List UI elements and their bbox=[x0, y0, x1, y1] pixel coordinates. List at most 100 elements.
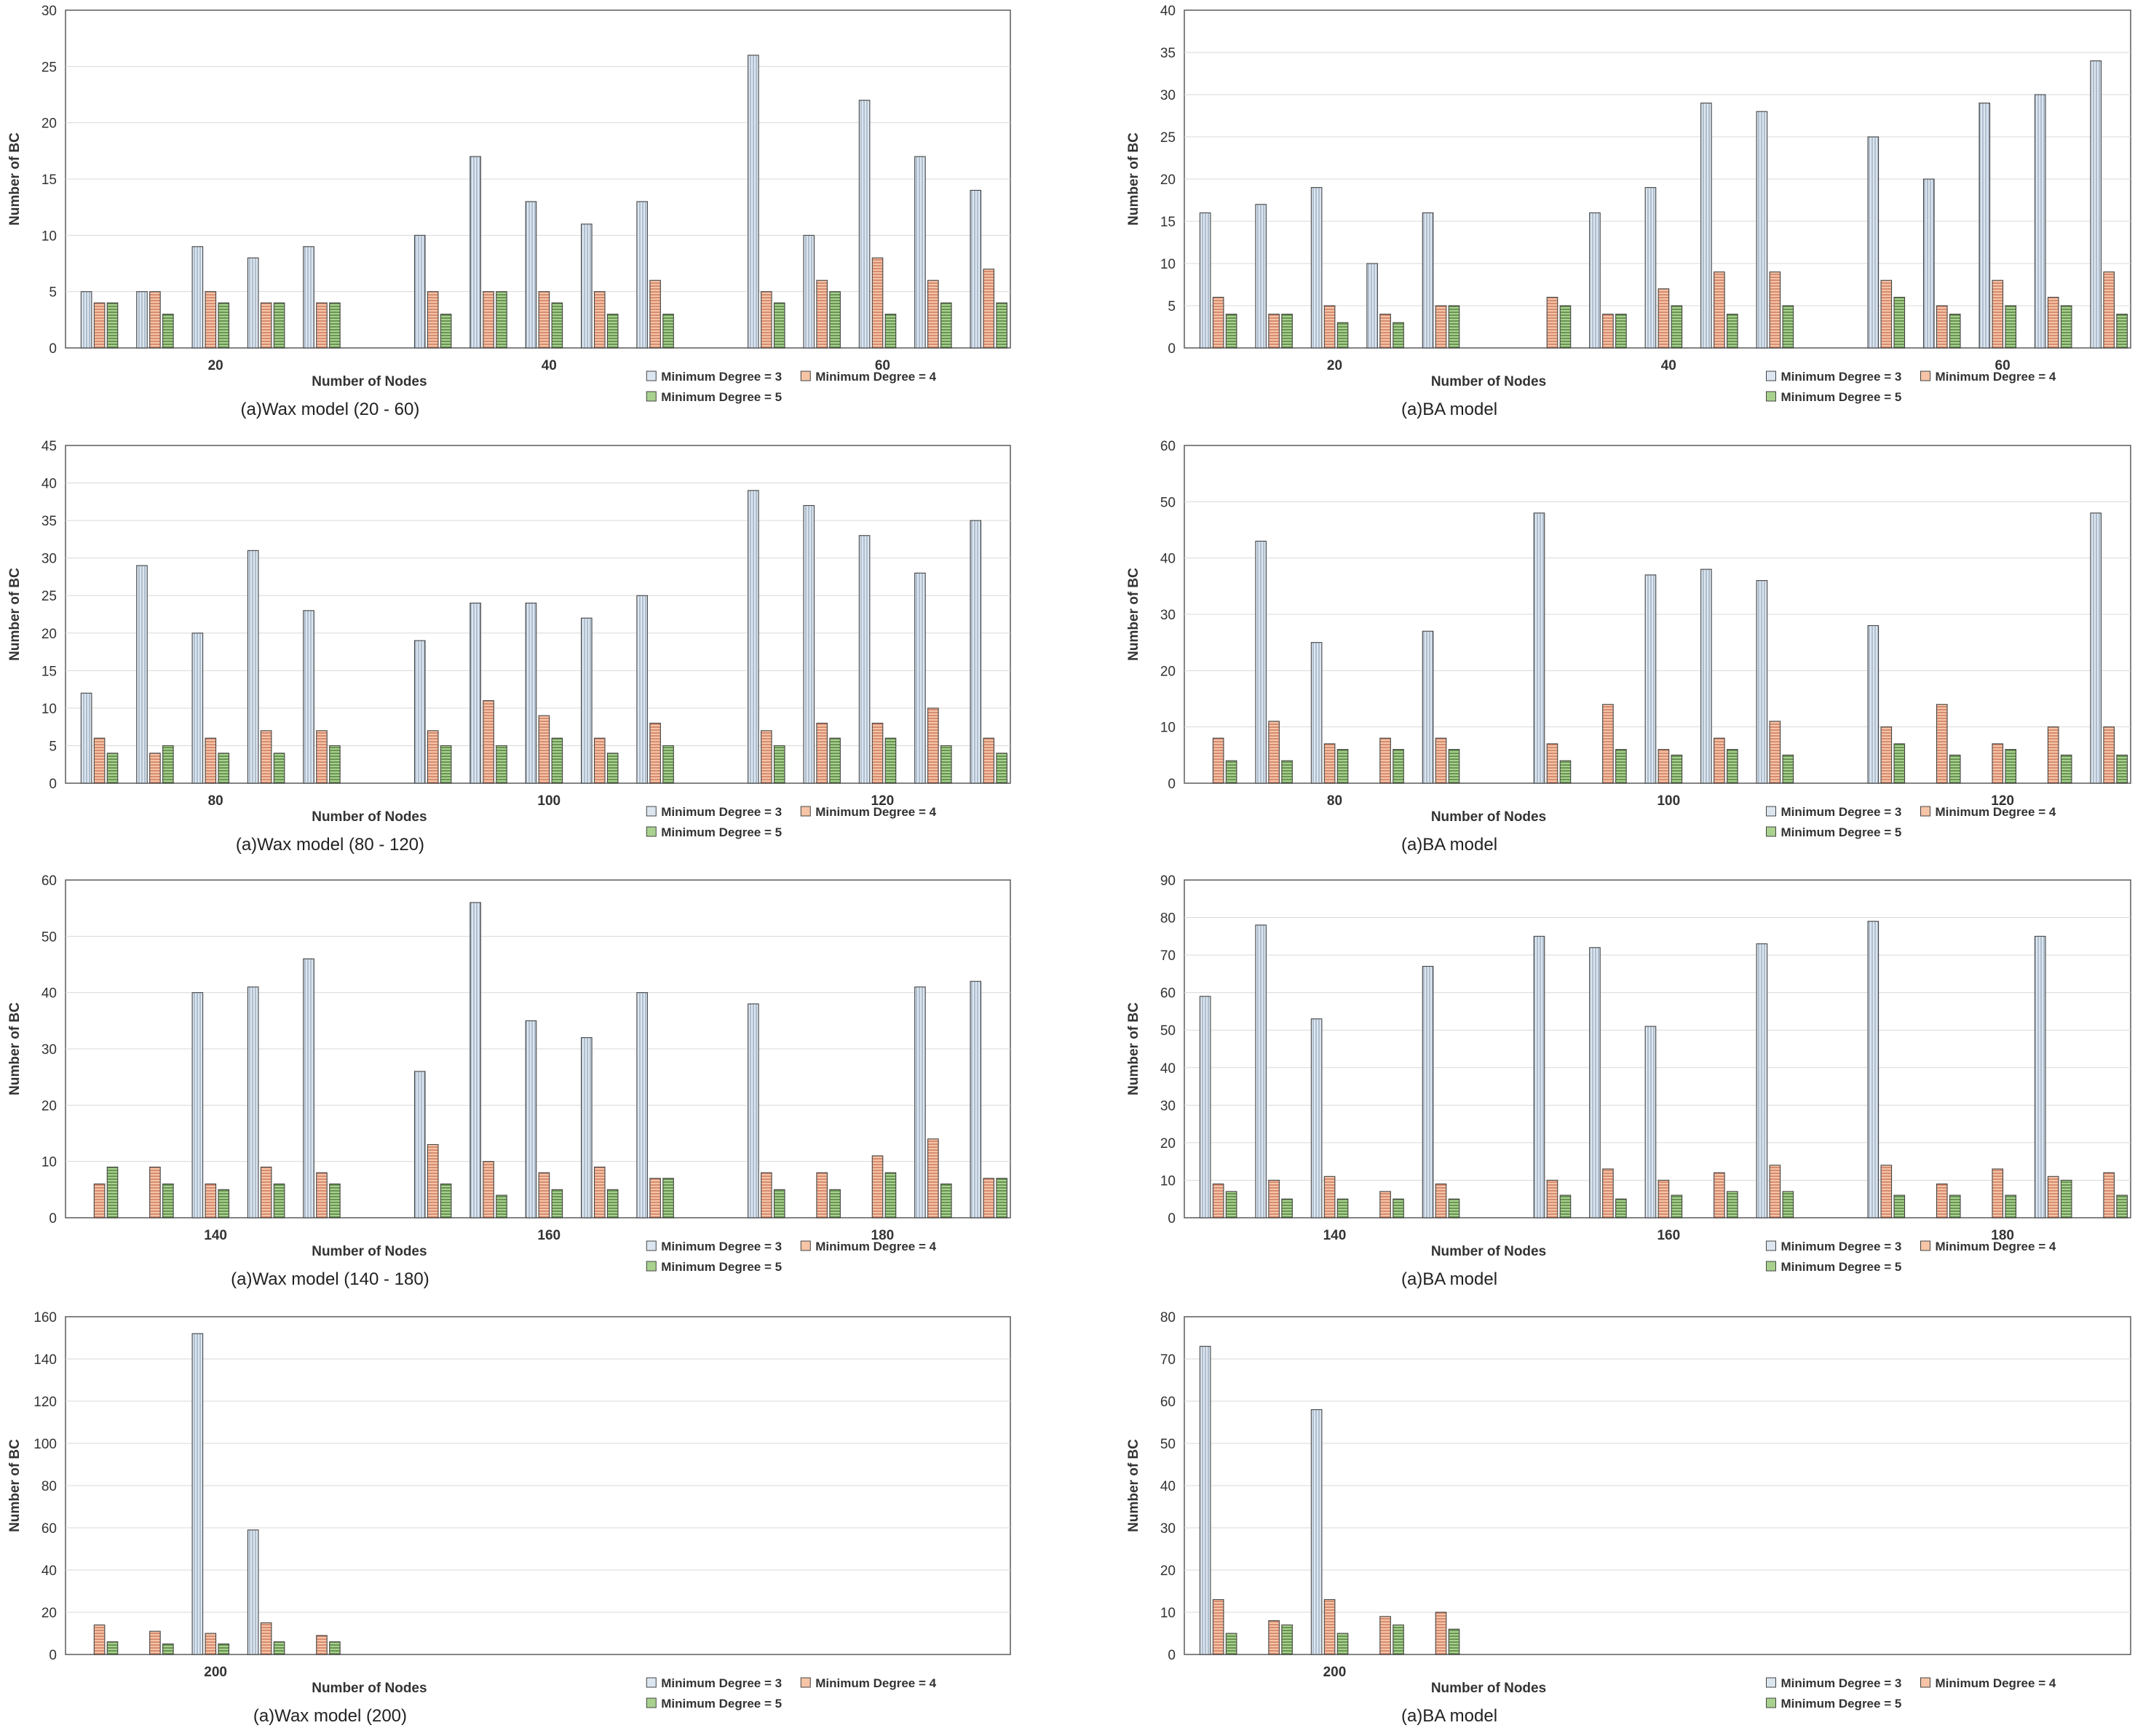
bar-20-5-s2 bbox=[1435, 305, 1447, 349]
bar-200-1-s3 bbox=[106, 1641, 119, 1655]
y-tick-label: 5 bbox=[49, 285, 57, 301]
bar-180-1-s1 bbox=[1867, 921, 1879, 1218]
bar-100-2-s2 bbox=[1602, 704, 1614, 784]
bar-60-5-s3 bbox=[2116, 314, 2128, 349]
bar-120-2-s2 bbox=[1936, 704, 1948, 784]
bar-200-2-s3 bbox=[1281, 1624, 1293, 1655]
bar-60-2-s1 bbox=[803, 234, 815, 349]
bar-160-2-s3 bbox=[1615, 1198, 1627, 1218]
bar-80-2-s3 bbox=[162, 745, 174, 784]
legend-swatch-s3 bbox=[646, 1261, 657, 1272]
bar-120-5-s2 bbox=[983, 737, 995, 784]
bar-60-1-s2 bbox=[761, 291, 772, 349]
bar-80-4-s3 bbox=[1393, 749, 1404, 784]
bar-160-3-s2 bbox=[538, 1172, 550, 1218]
legend-swatch-s1 bbox=[1766, 806, 1776, 817]
bar-120-1-s2 bbox=[1880, 726, 1893, 784]
bar-160-3-s2 bbox=[1657, 1179, 1670, 1218]
bar-40-4-s3 bbox=[1727, 314, 1738, 349]
bar-120-3-s3 bbox=[884, 737, 897, 784]
bar-60-4-s2 bbox=[2047, 296, 2059, 349]
bar-80-2-s2 bbox=[1268, 721, 1280, 784]
bar-100-2-s3 bbox=[496, 745, 507, 784]
bar-180-4-s3 bbox=[940, 1184, 952, 1218]
bar-40-5-s3 bbox=[1782, 305, 1794, 349]
legend-label: Minimum Degree = 5 bbox=[1781, 825, 1902, 839]
y-tick-label: 20 bbox=[41, 1098, 57, 1114]
bar-100-2-s2 bbox=[483, 700, 494, 784]
bar-20-5-s1 bbox=[1422, 212, 1434, 349]
bar-100-1-s2 bbox=[1546, 743, 1558, 784]
bar-20-5-s3 bbox=[1448, 305, 1460, 349]
bar-80-3-s2 bbox=[205, 737, 217, 784]
y-tick-label: 30 bbox=[41, 4, 57, 19]
bar-200-2-s2 bbox=[149, 1630, 161, 1655]
y-tick-label: 40 bbox=[1160, 4, 1176, 19]
bar-80-4-s2 bbox=[1379, 737, 1391, 784]
bar-20-1-s1 bbox=[1199, 212, 1211, 349]
y-axis-label: Number of BC bbox=[1126, 132, 1141, 226]
bar-200-4-s2 bbox=[1379, 1616, 1391, 1655]
y-axis-label: Number of BC bbox=[7, 1002, 23, 1095]
bar-100-1-s1 bbox=[413, 640, 426, 784]
chart-caption: (a)Wax model (140 - 180) bbox=[231, 1269, 429, 1289]
bar-80-5-s1 bbox=[1422, 630, 1434, 784]
bar-140-2-s2 bbox=[149, 1166, 161, 1218]
bar-100-3-s3 bbox=[1671, 754, 1683, 784]
bar-200-3-s1 bbox=[1310, 1409, 1323, 1655]
bar-40-5-s3 bbox=[662, 314, 674, 349]
bar-160-2-s1 bbox=[470, 902, 481, 1218]
bar-chart-wax-140-180: 0 10 20 30 40 50 60 Number of BC 140 160 180 Number… bbox=[7, 873, 1011, 1289]
legend-swatch-s2 bbox=[1920, 370, 1930, 381]
bar-80-4-s3 bbox=[273, 753, 285, 784]
bar-40-2-s2 bbox=[483, 291, 494, 349]
y-tick-label: 5 bbox=[49, 739, 57, 754]
bar-20-1-s3 bbox=[106, 302, 119, 349]
bar-140-4-s2 bbox=[1379, 1191, 1391, 1218]
bar-20-4-s2 bbox=[260, 302, 272, 349]
bar-60-3-s3 bbox=[2005, 305, 2017, 349]
bar-160-5-s2 bbox=[649, 1178, 661, 1218]
y-tick-label: 30 bbox=[1160, 1098, 1176, 1114]
bar-140-3-s3 bbox=[1336, 1198, 1349, 1218]
bar-120-4-s2 bbox=[927, 708, 939, 784]
x-tick-label: 120 bbox=[1991, 793, 2014, 809]
bar-40-1-s3 bbox=[1559, 305, 1572, 349]
plot-area bbox=[1184, 879, 2131, 1218]
bar-80-5-s1 bbox=[303, 610, 314, 784]
y-tick-label: 120 bbox=[33, 1395, 57, 1410]
bar-40-2-s3 bbox=[496, 291, 507, 349]
legend-label: Minimum Degree = 5 bbox=[1781, 1697, 1902, 1711]
bar-40-2-s3 bbox=[1615, 314, 1627, 349]
y-tick-label: 30 bbox=[1160, 608, 1176, 623]
y-tick-label: 0 bbox=[49, 341, 57, 357]
bar-80-1-s3 bbox=[1225, 760, 1237, 784]
bar-120-3-s1 bbox=[858, 535, 871, 784]
bar-20-3-s1 bbox=[191, 246, 204, 349]
bar-200-3-s2 bbox=[1323, 1599, 1336, 1655]
bar-120-5-s3 bbox=[996, 753, 1007, 784]
x-tick-label: 160 bbox=[1657, 1228, 1680, 1243]
bar-100-1-s3 bbox=[1559, 760, 1572, 784]
y-tick-label: 20 bbox=[41, 116, 57, 132]
bar-180-4-s2 bbox=[2047, 1176, 2059, 1218]
bar-40-3-s3 bbox=[1671, 305, 1683, 349]
bar-180-5-s3 bbox=[2116, 1194, 2128, 1218]
y-tick-label: 20 bbox=[41, 1606, 57, 1621]
bar-chart-ba-200: 0 10 20 30 40 50 60 70 80 Number of BC 200 Number o… bbox=[1126, 1310, 2131, 1726]
bar-180-5-s1 bbox=[970, 980, 982, 1218]
bar-120-4-s3 bbox=[2060, 754, 2072, 784]
y-tick-label: 70 bbox=[1160, 948, 1176, 964]
y-tick-label: 30 bbox=[1160, 1521, 1176, 1537]
bar-140-5-s1 bbox=[1422, 966, 1434, 1218]
bar-60-3-s2 bbox=[1992, 280, 2004, 349]
bar-120-5-s3 bbox=[2116, 754, 2128, 784]
bar-60-5-s2 bbox=[983, 269, 995, 349]
bar-140-4-s1 bbox=[247, 986, 259, 1218]
chart-caption: (a)Wax model (80 - 120) bbox=[236, 835, 424, 855]
bar-40-4-s2 bbox=[593, 291, 606, 349]
legend-swatch-s2 bbox=[800, 1240, 811, 1251]
bar-20-3-s1 bbox=[1310, 187, 1323, 349]
legend-label: Minimum Degree = 3 bbox=[1781, 370, 1902, 384]
y-axis-label: Number of BC bbox=[7, 1439, 23, 1532]
